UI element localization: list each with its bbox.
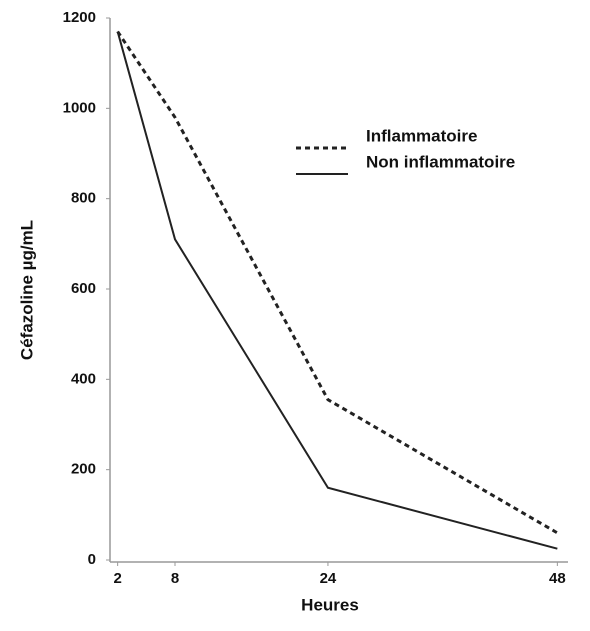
y-tick-label: 200: [71, 461, 96, 478]
legend-label: Non inflammatoire: [366, 152, 515, 171]
y-axis-label: Céfazoline µg/mL: [17, 220, 36, 360]
y-tick-label: 1000: [63, 99, 96, 116]
x-tick-label: 24: [320, 570, 337, 587]
x-axis-label: Heures: [301, 595, 359, 614]
x-tick-label: 48: [549, 570, 566, 587]
y-tick-label: 400: [71, 370, 96, 387]
line-series: [116, 30, 559, 535]
y-tick-label: 0: [88, 551, 96, 568]
x-tick-label: 8: [171, 570, 179, 587]
y-tick-label: 800: [71, 190, 96, 207]
x-tick-label: 2: [113, 570, 121, 587]
y-tick-label: 600: [71, 280, 96, 297]
line-series: [116, 31, 558, 550]
y-tick-label: 1200: [63, 9, 96, 26]
legend-label: Inflammatoire: [366, 126, 477, 145]
